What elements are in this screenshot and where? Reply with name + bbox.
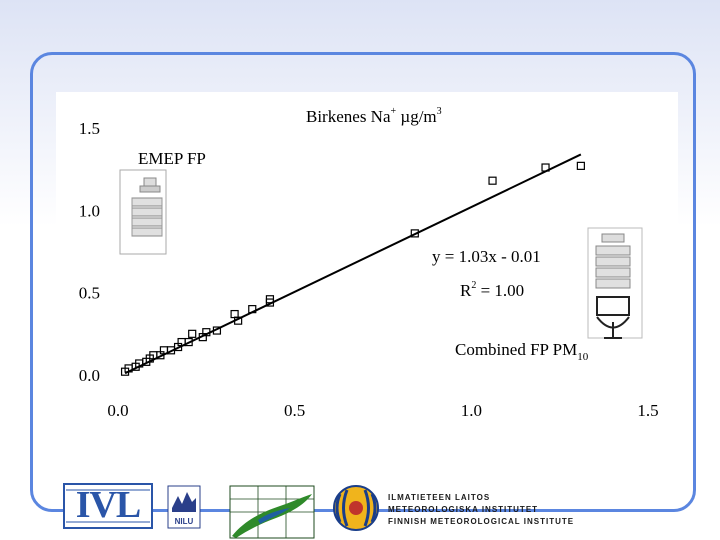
chart-panel: 0.0 0.5 1.0 1.5 0.0 0.5 1.0 1.5 Birkenes Na+ µg… xyxy=(56,92,678,440)
combined-fp-pm10-illustration xyxy=(587,227,643,339)
chart-title: Birkenes Na+ µg/m3 xyxy=(306,106,442,126)
r-squared-label: R2 = 1.00 xyxy=(460,280,524,300)
annotation-combined-fp: Combined FP PM10 xyxy=(455,340,589,363)
y-tick-label: 1.5 xyxy=(79,119,100,138)
y-tick-label: 0.5 xyxy=(79,284,100,303)
x-tick-label: 0.5 xyxy=(284,401,305,420)
data-point xyxy=(576,161,585,170)
axis-ticks: 0.0 0.5 1.0 1.5 0.0 0.5 1.0 1.5 xyxy=(79,119,659,420)
data-point xyxy=(188,329,197,338)
data-point xyxy=(230,309,239,319)
data-point xyxy=(488,176,497,185)
fit-line xyxy=(124,153,582,375)
fmi-name-english: FINNISH METEOROLOGICAL INSTITUTE xyxy=(388,517,574,526)
fit-equation: y = 1.03x - 0.01 xyxy=(432,247,541,266)
emep-filter-pack-illustration xyxy=(119,169,167,255)
x-tick-label: 1.5 xyxy=(637,401,658,420)
annotation-emep-fp: EMEP FP xyxy=(138,149,206,168)
y-tick-label: 1.0 xyxy=(79,201,100,220)
scatter-chart: 0.0 0.5 1.0 1.5 0.0 0.5 1.0 1.5 Birkenes Na+ µg… xyxy=(79,106,659,420)
x-tick-label: 1.0 xyxy=(461,401,482,420)
y-tick-label: 0.0 xyxy=(79,366,100,385)
nilu-logo-text: NILU xyxy=(175,517,194,526)
x-tick-label: 0.0 xyxy=(107,401,128,420)
